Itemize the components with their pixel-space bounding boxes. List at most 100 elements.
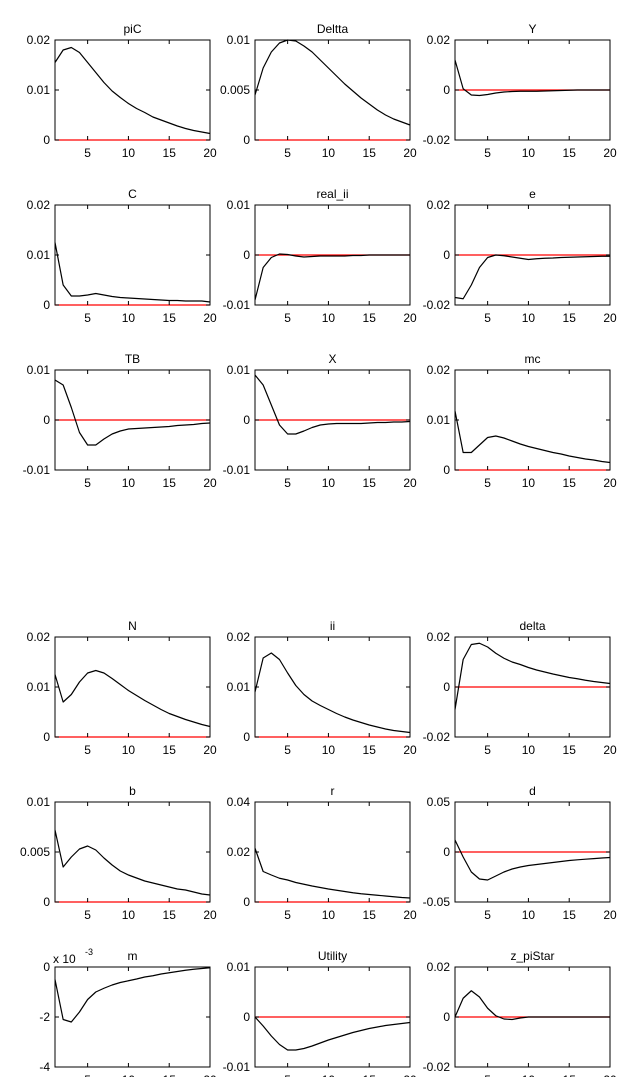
subplot-r: 0 0.02 0.04 5 10 15 20 r <box>227 784 417 922</box>
xtick-label: 5 <box>84 311 91 325</box>
axes-box <box>454 369 611 471</box>
axes-box <box>254 39 411 141</box>
subplot-title: m <box>128 949 138 963</box>
xtick-label: 10 <box>322 146 336 160</box>
ytick-label: 0.04 <box>227 795 251 809</box>
subplot-real-ii: -0.01 0 0.01 5 10 15 20 real_ii <box>223 187 417 325</box>
response-line <box>54 379 211 446</box>
subplot-delta: -0.02 0 0.02 5 10 15 20 delta <box>423 619 617 757</box>
xtick-label: 20 <box>203 146 217 160</box>
subplot-title: real_ii <box>316 187 348 201</box>
xtick-label: 5 <box>484 1073 491 1077</box>
ytick-label: 0.01 <box>27 795 51 809</box>
xtick-label: 10 <box>122 743 136 757</box>
ytick-label: 0.01 <box>227 33 251 47</box>
subplot-ii: 0 0.01 0.02 5 10 15 20 ii <box>227 619 417 757</box>
xtick-label: 10 <box>322 311 336 325</box>
subplot-m: -4 -2 0 5 10 15 20 m x 10 -3 <box>39 947 217 1077</box>
xtick-label: 10 <box>122 908 136 922</box>
xtick-label: 10 <box>322 1073 336 1077</box>
response-line <box>54 46 211 135</box>
response-line <box>254 848 411 899</box>
xtick-label: 20 <box>203 908 217 922</box>
xtick-label: 20 <box>603 908 617 922</box>
xtick-label: 15 <box>163 311 177 325</box>
xtick-label: 15 <box>563 476 577 490</box>
subplot-deltta: 0 0.005 0.01 5 10 15 20 Deltta <box>220 22 417 160</box>
xtick-label: 5 <box>484 146 491 160</box>
xtick-label: 15 <box>563 1073 577 1077</box>
exponent-power: -3 <box>85 947 93 957</box>
ytick-label: 0.01 <box>27 680 51 694</box>
ytick-label: 0.005 <box>20 845 50 859</box>
xtick-label: 5 <box>84 476 91 490</box>
xtick-label: 5 <box>284 743 291 757</box>
axes-box <box>54 204 211 306</box>
xtick-label: 5 <box>284 311 291 325</box>
xtick-label: 5 <box>484 908 491 922</box>
ytick-label: -0.02 <box>423 133 451 147</box>
subplot-mc: 0 0.01 0.02 5 10 15 20 mc <box>427 352 617 490</box>
response-line <box>454 59 610 97</box>
xtick-label: 5 <box>84 908 91 922</box>
ytick-label: 0 <box>443 680 450 694</box>
xtick-label: 15 <box>363 908 377 922</box>
xtick-label: 10 <box>122 311 136 325</box>
ytick-label: 0 <box>243 133 250 147</box>
ytick-label: 0 <box>443 248 450 262</box>
response-line <box>54 967 211 1023</box>
subplot-b: 0 0.005 0.01 5 10 15 20 b <box>20 784 217 922</box>
subplot-d: -0.05 0 0.05 5 10 15 20 d <box>423 784 617 922</box>
xtick-label: 15 <box>363 476 377 490</box>
response-line <box>54 669 211 728</box>
subplot-pic: 0 0.01 0.02 5 10 15 20 piC <box>27 22 217 160</box>
subplot-title: X <box>328 352 336 366</box>
ytick-label: 0 <box>243 895 250 909</box>
xtick-label: 15 <box>363 743 377 757</box>
ytick-label: 0.02 <box>427 198 451 212</box>
xtick-label: 15 <box>563 908 577 922</box>
subplot-title: z_piStar <box>510 949 554 963</box>
xtick-label: 20 <box>603 743 617 757</box>
xtick-label: 20 <box>403 311 417 325</box>
response-line <box>254 374 411 435</box>
xtick-label: 20 <box>403 908 417 922</box>
subplot-n: 0 0.01 0.02 5 10 15 20 N <box>27 619 217 757</box>
xtick-label: 10 <box>122 146 136 160</box>
xtick-label: 20 <box>203 311 217 325</box>
xtick-label: 15 <box>163 743 177 757</box>
response-line <box>254 253 410 301</box>
xtick-label: 5 <box>484 476 491 490</box>
xtick-label: 15 <box>563 743 577 757</box>
xtick-label: 15 <box>363 1073 377 1077</box>
axes-box <box>254 801 411 903</box>
xtick-label: 20 <box>603 146 617 160</box>
ytick-label: 0 <box>243 1010 250 1024</box>
subplot-c: 0 0.01 0.02 5 10 15 20 C <box>27 187 217 325</box>
subplot-title: d <box>529 784 536 798</box>
xtick-label: 5 <box>284 1073 291 1077</box>
subplot-y: -0.02 0 0.02 5 10 15 20 Y <box>423 22 617 160</box>
subplot-title: b <box>129 784 136 798</box>
xtick-label: 15 <box>563 311 577 325</box>
axes-box <box>254 636 411 738</box>
xtick-label: 5 <box>84 146 91 160</box>
ytick-label: 0 <box>43 730 50 744</box>
ytick-label: 0.02 <box>427 33 451 47</box>
subplot-e: -0.02 0 0.02 5 10 15 20 e <box>423 187 617 325</box>
response-line <box>254 39 411 126</box>
subplot-x: -0.01 0 0.01 5 10 15 20 X <box>223 352 417 490</box>
xtick-label: 20 <box>403 1073 417 1077</box>
ytick-label: 0.02 <box>27 33 51 47</box>
ytick-label: 0.02 <box>427 630 451 644</box>
response-line <box>454 254 610 300</box>
ytick-label: -4 <box>39 1060 50 1074</box>
ytick-label: 0.01 <box>227 363 251 377</box>
subplot-z-pistar: -0.02 0 0.02 5 10 15 20 z_piStar <box>423 949 617 1077</box>
ytick-label: -0.01 <box>23 463 51 477</box>
xtick-label: 20 <box>203 1073 217 1077</box>
response-line <box>54 829 211 896</box>
ytick-label: 0.01 <box>227 198 251 212</box>
ytick-label: 0 <box>43 133 50 147</box>
